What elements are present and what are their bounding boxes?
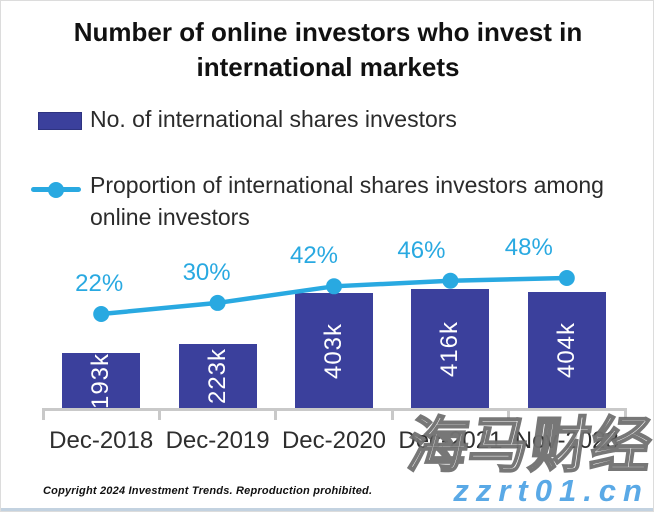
bar-value-label: 403k <box>319 322 347 379</box>
x-axis-tick <box>623 408 627 420</box>
x-axis-tick <box>41 408 45 420</box>
x-axis-label: Dec-2020 <box>281 427 387 454</box>
line-marker-dot <box>209 294 226 311</box>
line-marker-dot <box>326 278 342 295</box>
x-axis-tick <box>157 408 161 420</box>
x-axis-label: Nov-2023 <box>514 427 619 454</box>
percent-label: 22% <box>75 270 124 297</box>
bar: 404k <box>527 292 606 408</box>
x-axis-label: Dec-2019 <box>165 427 270 454</box>
x-axis-label: Dec-2018 <box>49 427 154 454</box>
x-axis-tick <box>507 408 511 420</box>
bottom-border-line <box>1 508 653 511</box>
line-marker-dot <box>442 272 459 289</box>
watermark-cjk-text: 海马财经 <box>402 410 654 482</box>
watermark-url-text: zzrt01.cn <box>450 470 649 511</box>
legend-bars-label: No. of international shares investors <box>90 106 457 132</box>
bar: 403k <box>295 293 373 408</box>
x-axis-line <box>43 408 627 411</box>
bar: 193k <box>62 352 141 409</box>
legend-line-label: Proportion of international shares inves… <box>90 172 604 230</box>
percent-label: 48% <box>504 234 553 261</box>
x-axis-label: Dec-2021 <box>398 427 503 454</box>
legend-bar-swatch-icon <box>38 112 82 130</box>
percent-label: 46% <box>397 236 446 264</box>
percent-label: 42% <box>289 242 339 270</box>
bar-value-label: 193k <box>87 352 115 409</box>
bar-value-label: 404k <box>552 321 580 379</box>
x-axis-tick <box>390 408 394 420</box>
bar-value-label: 416k <box>436 320 464 377</box>
line-marker-dot <box>93 306 110 322</box>
bar: 223k <box>178 344 257 408</box>
legend-line-dot-icon <box>48 181 64 198</box>
bar: 416k <box>411 289 490 408</box>
bar-value-label: 223k <box>203 347 231 405</box>
chart-title: Number of online investors who invest in… <box>73 17 583 82</box>
x-axis-tick <box>274 408 278 420</box>
copyright-notice: Copyright 2024 Investment Trends. Reprod… <box>43 485 373 497</box>
percent-label: 30% <box>182 258 231 286</box>
line-marker-dot <box>558 270 575 286</box>
legend-line-marker-icon <box>31 181 81 198</box>
